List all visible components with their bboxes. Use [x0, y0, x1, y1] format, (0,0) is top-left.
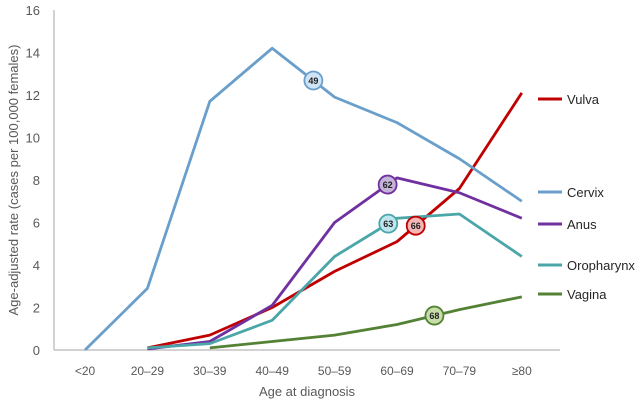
y-tick-label: 10: [26, 131, 40, 146]
y-tick-label: 14: [26, 46, 40, 61]
median-age-label: 62: [383, 180, 393, 190]
y-tick-label: 0: [33, 343, 40, 358]
y-tick-label: 16: [26, 3, 40, 18]
median-age-marker: [378, 213, 399, 234]
legend-label: Vulva: [567, 92, 600, 107]
median-age-marker: [405, 215, 426, 236]
legend-label: Anus: [567, 217, 597, 232]
y-tick-label: 8: [33, 173, 40, 188]
median-age-marker: [424, 305, 445, 326]
series-line-vulva: [147, 92, 523, 350]
x-tick-label: 40–49: [256, 364, 290, 378]
series-line-cervix: [84, 46, 523, 351]
x-axis-label: Age at diagnosis: [259, 384, 356, 399]
legend-label: Oropharynx: [567, 258, 635, 273]
x-tick-label: 70–79: [443, 364, 477, 378]
median-age-label: 68: [429, 311, 439, 321]
median-age-label: 49: [308, 76, 318, 86]
x-tick-label: <20: [75, 364, 96, 378]
x-tick-label: 20–29: [131, 364, 165, 378]
median-age-marker: [303, 70, 324, 91]
y-tick-label: 4: [33, 258, 40, 273]
y-tick-label: 12: [26, 88, 40, 103]
legend-label: Cervix: [567, 185, 604, 200]
series-line-oropharynx: [147, 212, 523, 350]
series-line-anus: [147, 176, 523, 351]
y-tick-label: 6: [33, 216, 40, 231]
median-age-label: 66: [411, 221, 421, 231]
x-tick-label: ≥80: [512, 364, 532, 378]
y-tick-label: 2: [33, 301, 40, 316]
series-line-vagina: [209, 295, 523, 350]
x-tick-label: 60–69: [380, 364, 414, 378]
y-axis-label: Age-adjusted rate (cases per 100,000 fem…: [6, 45, 21, 316]
median-age-label: 63: [383, 219, 393, 229]
x-tick-label: 50–59: [318, 364, 352, 378]
median-age-marker: [377, 174, 398, 195]
legend-label: Vagina: [567, 287, 607, 302]
x-tick-label: 30–39: [193, 364, 227, 378]
